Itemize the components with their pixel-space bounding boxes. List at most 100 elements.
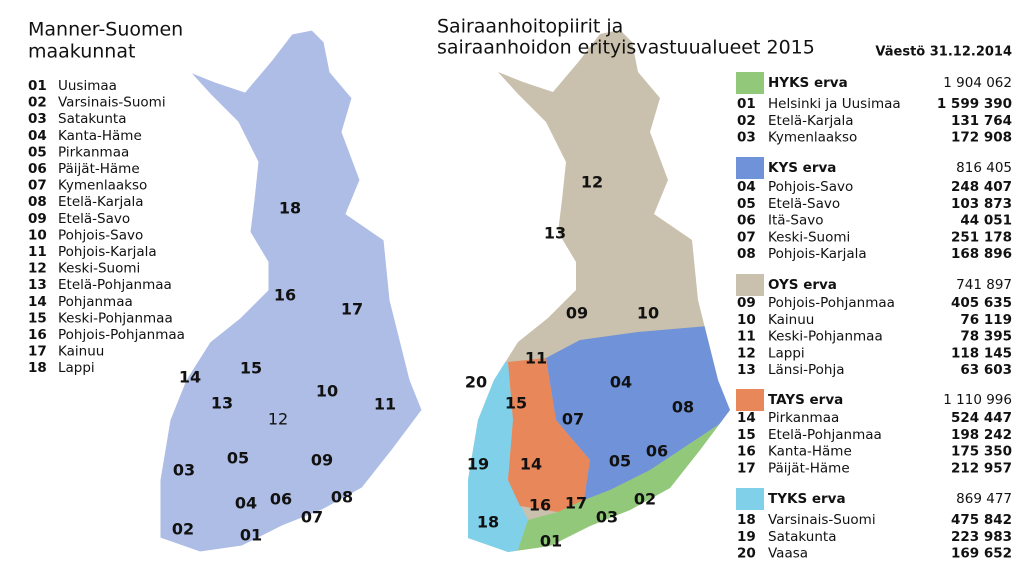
district-population: 1 599 390 xyxy=(937,96,1012,112)
map-label: 20 xyxy=(465,373,487,392)
region-code: 05 xyxy=(28,144,47,160)
map-label: 16 xyxy=(529,496,551,515)
map-label: 02 xyxy=(172,520,194,539)
district-name: Itä-Savo xyxy=(768,213,824,229)
map-label: 13 xyxy=(211,394,233,413)
map-label: 04 xyxy=(235,494,257,513)
district-code: 01 xyxy=(737,96,756,112)
region-code: 11 xyxy=(28,244,47,260)
district-name: Kymenlaakso xyxy=(768,130,857,146)
district-population: 76 119 xyxy=(960,312,1012,328)
district-population: 248 407 xyxy=(951,179,1012,195)
region-name: Kymenlaakso xyxy=(58,178,147,194)
finland-map-regions xyxy=(159,29,423,553)
region-code: 10 xyxy=(28,227,47,243)
district-code: 18 xyxy=(737,512,756,528)
map-label: 07 xyxy=(562,410,584,429)
kys-area xyxy=(546,326,730,500)
district-name: Pirkanmaa xyxy=(768,410,839,426)
district-population: 78 395 xyxy=(960,329,1012,345)
region-code: 13 xyxy=(28,277,47,293)
map-label: 17 xyxy=(341,300,363,319)
district-name: Varsinais-Suomi xyxy=(768,512,876,528)
district-code: 12 xyxy=(737,345,756,361)
region-code: 01 xyxy=(28,78,47,94)
erva-name: HYKS erva xyxy=(768,75,848,91)
district-name: Pohjois-Savo xyxy=(768,179,853,195)
district-code: 04 xyxy=(737,179,756,195)
district-name: Kainuu xyxy=(768,312,814,328)
district-code: 10 xyxy=(737,312,756,328)
erva-swatch xyxy=(736,488,764,510)
district-code: 08 xyxy=(737,246,756,262)
district-population: 172 908 xyxy=(951,130,1012,146)
district-population: 223 983 xyxy=(951,529,1012,545)
district-name: Lappi xyxy=(768,345,805,361)
tays-area xyxy=(508,358,590,512)
district-code: 14 xyxy=(737,410,756,426)
district-name: Etelä-Pohjanmaa xyxy=(768,427,882,443)
district-population: 475 842 xyxy=(951,512,1012,528)
district-name: Keski-Pohjanmaa xyxy=(768,329,883,345)
map-label: 19 xyxy=(467,455,489,474)
map-label: 01 xyxy=(540,532,562,551)
map-label: 10 xyxy=(316,382,338,401)
region-name: Lappi xyxy=(58,360,95,376)
district-code: 16 xyxy=(737,444,756,460)
erva-name: KYS erva xyxy=(768,160,836,176)
region-name: Satakunta xyxy=(58,111,127,127)
region-name: Etelä-Karjala xyxy=(58,194,144,210)
map-label: 11 xyxy=(525,349,547,368)
map-label: 03 xyxy=(596,508,618,527)
erva-total: 869 477 xyxy=(956,491,1012,507)
district-code: 20 xyxy=(737,546,756,562)
district-code: 13 xyxy=(737,362,756,378)
district-name: Päijät-Häme xyxy=(768,460,850,476)
district-code: 15 xyxy=(737,427,756,443)
map-label: 18 xyxy=(279,199,301,218)
map-label: 18 xyxy=(477,513,499,532)
district-population: 44 051 xyxy=(960,213,1012,229)
map-label: 13 xyxy=(544,224,566,243)
district-population: 198 242 xyxy=(951,427,1012,443)
region-code: 06 xyxy=(28,161,47,177)
map-label: 04 xyxy=(610,373,632,392)
map-label: 12 xyxy=(581,173,603,192)
district-code: 17 xyxy=(737,460,756,476)
tyks-area xyxy=(468,355,528,552)
district-code: 19 xyxy=(737,529,756,545)
left-title: maakunnat xyxy=(28,41,135,63)
district-name: Kanta-Häme xyxy=(768,444,852,460)
left-title: Manner-Suomen xyxy=(28,19,183,41)
erva-swatch xyxy=(736,389,764,411)
district-name: Etelä-Karjala xyxy=(768,113,854,129)
region-code: 09 xyxy=(28,211,47,227)
map-label: 09 xyxy=(311,451,333,470)
erva-swatch xyxy=(736,72,764,94)
erva-swatch xyxy=(736,274,764,296)
region-code: 12 xyxy=(28,261,47,277)
district-population: 251 178 xyxy=(951,229,1012,245)
region-code: 14 xyxy=(28,294,47,310)
district-population: 175 350 xyxy=(951,444,1012,460)
district-name: Etelä-Savo xyxy=(768,196,840,212)
district-name: Pohjois-Pohjanmaa xyxy=(768,295,895,311)
erva-name: OYS erva xyxy=(768,277,837,293)
right-title: Sairaanhoitopiirit ja xyxy=(437,16,623,38)
region-name: Uusimaa xyxy=(58,78,117,94)
map-label: 05 xyxy=(227,449,249,468)
region-name: Pohjanmaa xyxy=(58,294,133,310)
date-label: Väestö 31.12.2014 xyxy=(875,45,1012,60)
district-code: 06 xyxy=(737,213,756,229)
district-name: Satakunta xyxy=(768,529,837,545)
district-code: 03 xyxy=(737,130,756,146)
map-label: 02 xyxy=(634,490,656,509)
region-name: Keski-Pohjanmaa xyxy=(58,310,173,326)
region-code: 17 xyxy=(28,344,47,360)
district-population: 131 764 xyxy=(951,113,1012,129)
district-name: Vaasa xyxy=(768,546,808,562)
erva-name: TAYS erva xyxy=(768,392,843,408)
district-code: 02 xyxy=(737,113,756,129)
